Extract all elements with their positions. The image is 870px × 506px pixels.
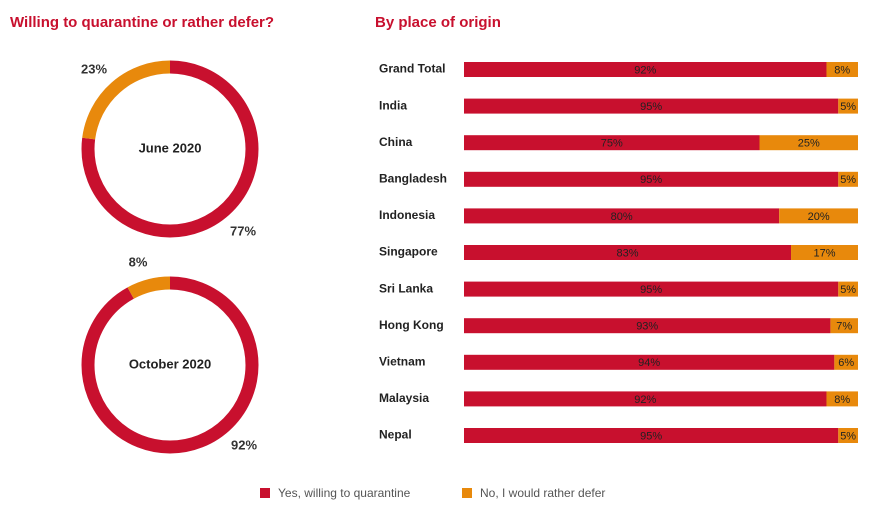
bar-no <box>838 428 858 443</box>
bar-yes <box>464 245 792 260</box>
bar-data-label: 5% <box>840 430 856 442</box>
donut-slice-label: 92% <box>231 437 257 452</box>
bar-no <box>826 62 858 77</box>
category-label: Indonesia <box>379 208 435 222</box>
bar-data-label: 92% <box>634 64 656 76</box>
bar-yes <box>464 171 839 187</box>
legend-label-yes: Yes, willing to quarantine <box>278 486 411 500</box>
bar-yes <box>464 318 831 334</box>
bar-data-label: 83% <box>616 247 638 259</box>
donut-center-label: June 2020 <box>139 140 202 155</box>
category-label: China <box>379 135 413 149</box>
category-label: Grand Total <box>379 62 445 76</box>
bar-no <box>826 391 858 407</box>
bar-data-label: 94% <box>638 357 660 369</box>
donut-chart-title: Willing to quarantine or rather defer? <box>10 14 275 31</box>
bar-yes <box>464 428 839 443</box>
bar-no <box>834 354 858 370</box>
chart-canvas: 77% 23% June 2020 92% 8% October 2020 Grand To… <box>81 60 858 454</box>
bar-yes <box>464 391 827 407</box>
bar-data-label: 5% <box>840 284 856 296</box>
bar-data-label: 95% <box>640 284 662 296</box>
donut-slice-label: 77% <box>230 223 256 238</box>
bar-yes <box>464 208 780 224</box>
donut-slice-no <box>81 60 259 238</box>
bar-data-label: 95% <box>640 174 662 186</box>
legend-item-yes: Yes, willing to quarantine <box>260 486 410 500</box>
donut-slice-label: 23% <box>81 61 107 76</box>
bar-yes <box>464 98 839 114</box>
category-label: Sri Lanka <box>379 281 433 295</box>
donut-slice-label: 8% <box>129 254 148 269</box>
bar-no <box>791 245 858 260</box>
legend-swatch-yes <box>260 488 270 498</box>
donut-slice-no <box>81 276 259 454</box>
category-label: Hong Kong <box>379 318 444 332</box>
bar-no <box>838 98 858 114</box>
category-label: Vietnam <box>379 354 425 368</box>
category-label: Malaysia <box>379 391 429 405</box>
bar-no <box>830 318 858 334</box>
bar-yes <box>464 354 835 370</box>
legend-swatch-no <box>462 488 472 498</box>
bar-data-label: 25% <box>798 138 820 150</box>
bar-yes <box>464 281 839 297</box>
bar-no <box>838 281 858 297</box>
donut-center-label: October 2020 <box>129 356 211 371</box>
bar-data-label: 92% <box>634 394 656 406</box>
bar-no <box>779 208 858 224</box>
bar-data-label: 6% <box>838 357 854 369</box>
bar-data-label: 93% <box>636 321 658 333</box>
bar-yes <box>464 62 827 77</box>
bar-data-label: 95% <box>640 101 662 113</box>
category-label: Bangladesh <box>379 171 447 185</box>
bar-data-label: 5% <box>840 174 856 186</box>
legend-label-no: No, I would rather defer <box>480 486 606 500</box>
bar-data-label: 80% <box>611 211 633 223</box>
bar-no <box>759 135 858 151</box>
category-label: Singapore <box>379 245 438 259</box>
legend-item-no: No, I would rather defer <box>462 486 605 500</box>
bar-data-label: 20% <box>808 211 830 223</box>
bar-data-label: 7% <box>836 321 852 333</box>
bar-yes <box>464 135 760 151</box>
bar-data-label: 5% <box>840 101 856 113</box>
category-label: India <box>379 98 407 112</box>
bar-data-label: 95% <box>640 430 662 442</box>
bar-chart-title: By place of origin <box>375 14 501 31</box>
bar-no <box>838 171 858 187</box>
bar-data-label: 8% <box>834 64 850 76</box>
category-label: Nepal <box>379 428 412 442</box>
bar-data-label: 17% <box>813 247 835 259</box>
bar-data-label: 75% <box>601 138 623 150</box>
bar-data-label: 8% <box>834 394 850 406</box>
